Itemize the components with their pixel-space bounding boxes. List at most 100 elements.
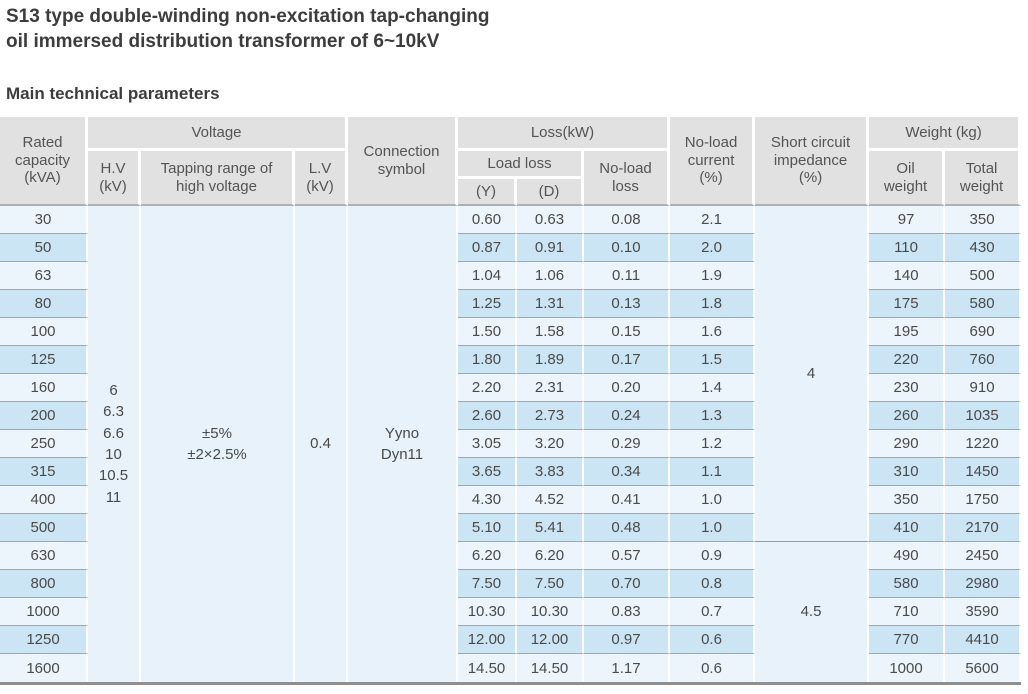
no-load-loss-cell: 0.29 xyxy=(584,430,671,458)
col-header-oil-weight: Oil weight xyxy=(869,151,946,206)
no-load-loss-cell: 0.13 xyxy=(584,290,671,318)
load-loss-d-cell: 14.50 xyxy=(517,654,584,682)
table-row: 30 6 6.3 6.6 10 10.5 11 ±5% ±2×2.5% 0.4 Yyno Dyn11 0… xyxy=(0,206,1022,682)
load-loss-y-cell: 5.10 xyxy=(458,514,517,542)
col-header-lv: L.V (kV) xyxy=(295,151,348,206)
rated-capacity-cell: 1250 xyxy=(0,626,88,654)
load-loss-y-cell: 3.05 xyxy=(458,430,517,458)
no-load-loss-cell: 0.08 xyxy=(584,206,671,234)
col-header-tapping-range: Tapping range of high voltage xyxy=(141,151,295,206)
total-weight-cell: 430 xyxy=(945,234,1022,262)
total-weight-cell: 2980 xyxy=(945,570,1022,598)
no-load-loss-cell: 1.17 xyxy=(584,654,671,682)
rated-capacity-cell: 500 xyxy=(0,514,88,542)
col-header-short-circuit-impedance: Short circuit impedance (%) xyxy=(755,117,870,206)
oil-weight-cell: 140 xyxy=(869,262,946,290)
col-header-total-weight: Total weight xyxy=(945,151,1022,206)
load-loss-y-cell: 1.04 xyxy=(458,262,517,290)
table-body: 30 6 6.3 6.6 10 10.5 11 ±5% ±2×2.5% 0.4 Yyno Dyn11 0… xyxy=(0,206,1022,682)
no-load-current-cell: 1.4 xyxy=(670,374,756,402)
load-loss-y-cell: 12.00 xyxy=(458,626,517,654)
page-title: S13 type double-winding non-excitation t… xyxy=(0,0,1028,54)
total-weight-cell: 1750 xyxy=(945,486,1022,514)
table-row: 315 3.65 3.83 0.34 1.1 310 1450 xyxy=(0,458,1022,486)
load-loss-y-cell: 3.65 xyxy=(458,458,517,486)
tapping-range-cell: ±5% ±2×2.5% xyxy=(141,206,295,682)
short-circuit-impedance-cell: 4.5 xyxy=(755,542,870,682)
load-loss-y-cell: 1.80 xyxy=(458,346,517,374)
table-row: 1000 10.30 10.30 0.83 0.7 710 3590 xyxy=(0,598,1022,626)
no-load-current-cell: 1.2 xyxy=(670,430,756,458)
load-loss-y-cell: 1.25 xyxy=(458,290,517,318)
table-row: 160 2.20 2.31 0.20 1.4 230 910 xyxy=(0,374,1022,402)
load-loss-d-cell: 1.89 xyxy=(517,346,584,374)
load-loss-d-cell: 12.00 xyxy=(517,626,584,654)
no-load-current-cell: 1.8 xyxy=(670,290,756,318)
load-loss-d-cell: 3.83 xyxy=(517,458,584,486)
load-loss-y-cell: 7.50 xyxy=(458,570,517,598)
rated-capacity-cell: 250 xyxy=(0,430,88,458)
table-row: 800 7.50 7.50 0.70 0.8 580 2980 xyxy=(0,570,1022,598)
col-header-connection-symbol: Connection symbol xyxy=(348,117,458,206)
oil-weight-cell: 1000 xyxy=(869,654,946,682)
col-header-rated-capacity: Rated capacity (kVA) xyxy=(0,117,88,206)
lv-value-cell: 0.4 xyxy=(295,206,348,682)
load-loss-d-cell: 10.30 xyxy=(517,598,584,626)
total-weight-cell: 2450 xyxy=(945,542,1022,570)
no-load-current-cell: 0.8 xyxy=(670,570,756,598)
oil-weight-cell: 770 xyxy=(869,626,946,654)
total-weight-cell: 500 xyxy=(945,262,1022,290)
load-loss-d-cell: 3.20 xyxy=(517,430,584,458)
load-loss-y-cell: 2.60 xyxy=(458,402,517,430)
no-load-current-cell: 1.9 xyxy=(670,262,756,290)
no-load-current-cell: 0.7 xyxy=(670,598,756,626)
load-loss-d-cell: 0.91 xyxy=(517,234,584,262)
load-loss-y-cell: 4.30 xyxy=(458,486,517,514)
table-row: 125 1.80 1.89 0.17 1.5 220 760 xyxy=(0,346,1022,374)
total-weight-cell: 4410 xyxy=(945,626,1022,654)
load-loss-y-cell: 14.50 xyxy=(458,654,517,682)
table-row: 630 6.20 6.20 0.57 0.9 4.5 490 2450 xyxy=(0,542,1022,682)
load-loss-y-cell: 1.50 xyxy=(458,318,517,346)
col-header-voltage-group: Voltage xyxy=(88,117,348,151)
no-load-loss-cell: 0.57 xyxy=(584,542,671,570)
total-weight-cell: 1450 xyxy=(945,458,1022,486)
col-header-load-loss: Load loss xyxy=(458,151,584,179)
load-loss-y-cell: 0.60 xyxy=(458,206,517,234)
oil-weight-cell: 710 xyxy=(869,598,946,626)
rated-capacity-cell: 400 xyxy=(0,486,88,514)
no-load-loss-cell: 0.70 xyxy=(584,570,671,598)
no-load-current-cell: 0.9 xyxy=(670,542,756,570)
no-load-loss-cell: 0.34 xyxy=(584,458,671,486)
table-row: 1250 12.00 12.00 0.97 0.6 770 4410 xyxy=(0,626,1022,654)
col-header-no-load-current: No-load current (%) xyxy=(670,117,756,206)
rated-capacity-cell: 125 xyxy=(0,346,88,374)
rated-capacity-cell: 800 xyxy=(0,570,88,598)
total-weight-cell: 1220 xyxy=(945,430,1022,458)
load-loss-d-cell: 1.31 xyxy=(517,290,584,318)
load-loss-y-cell: 2.20 xyxy=(458,374,517,402)
header-row-2: H.V (kV) Tapping range of high voltage L.V… xyxy=(0,151,1022,206)
oil-weight-cell: 220 xyxy=(869,346,946,374)
load-loss-d-cell: 5.41 xyxy=(517,514,584,542)
load-loss-d-cell: 6.20 xyxy=(517,542,584,570)
oil-weight-cell: 350 xyxy=(869,486,946,514)
total-weight-cell: 3590 xyxy=(945,598,1022,626)
no-load-current-cell: 0.6 xyxy=(670,626,756,654)
table-row: 80 1.25 1.31 0.13 1.8 175 580 xyxy=(0,290,1022,318)
table-row: 250 3.05 3.20 0.29 1.2 290 1220 xyxy=(0,430,1022,458)
rated-capacity-cell: 160 xyxy=(0,374,88,402)
no-load-current-cell: 1.1 xyxy=(670,458,756,486)
header-row-3: (Y) (D) xyxy=(0,179,1021,206)
oil-weight-cell: 310 xyxy=(869,458,946,486)
oil-weight-cell: 580 xyxy=(869,570,946,598)
oil-weight-cell: 230 xyxy=(869,374,946,402)
rated-capacity-cell: 30 xyxy=(0,206,88,234)
col-header-no-load-loss: No-load loss xyxy=(584,151,671,206)
rated-capacity-cell: 100 xyxy=(0,318,88,346)
oil-weight-cell: 97 xyxy=(869,206,946,234)
total-weight-cell: 2170 xyxy=(945,514,1022,542)
table-row: 100 1.50 1.58 0.15 1.6 195 690 xyxy=(0,318,1022,346)
oil-weight-cell: 175 xyxy=(869,290,946,318)
